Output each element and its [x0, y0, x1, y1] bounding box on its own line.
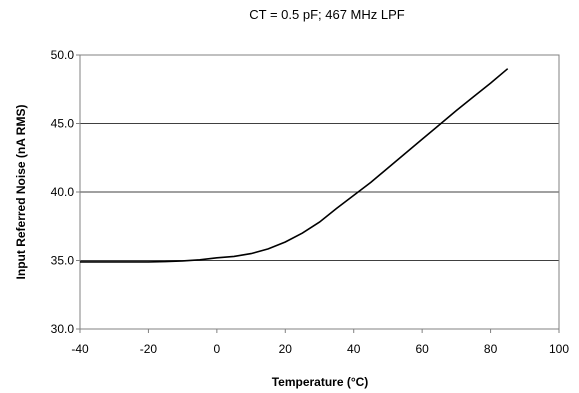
x-tick-label: -40	[71, 342, 89, 356]
x-tick-label: -20	[140, 342, 158, 356]
y-axis-ticks: 30.0 35.0 40.0 45.0 50.0	[51, 48, 80, 336]
y-tick-label: 30.0	[51, 322, 75, 336]
x-tick-label: 0	[214, 342, 221, 356]
y-tick-label: 35.0	[51, 254, 75, 268]
y-axis-title: Input Referred Noise (nA RMS)	[14, 105, 28, 280]
y-tick-label: 45.0	[51, 117, 75, 131]
x-tick-label: 20	[279, 342, 293, 356]
x-tick-label: 100	[549, 342, 569, 356]
y-tick-label: 40.0	[51, 185, 75, 199]
x-axis-title: Temperature (°C)	[272, 375, 369, 389]
y-tick-label: 50.0	[51, 48, 75, 62]
x-axis-ticks: -40 -20 0 20 40 60 80 100	[71, 329, 569, 356]
x-tick-label: 60	[415, 342, 429, 356]
gridlines	[80, 123, 559, 261]
x-tick-label: 40	[347, 342, 361, 356]
x-tick-label: 80	[484, 342, 498, 356]
series-line	[80, 68, 509, 263]
chart-title: CT = 0.5 pF; 467 MHz LPF	[249, 7, 405, 22]
